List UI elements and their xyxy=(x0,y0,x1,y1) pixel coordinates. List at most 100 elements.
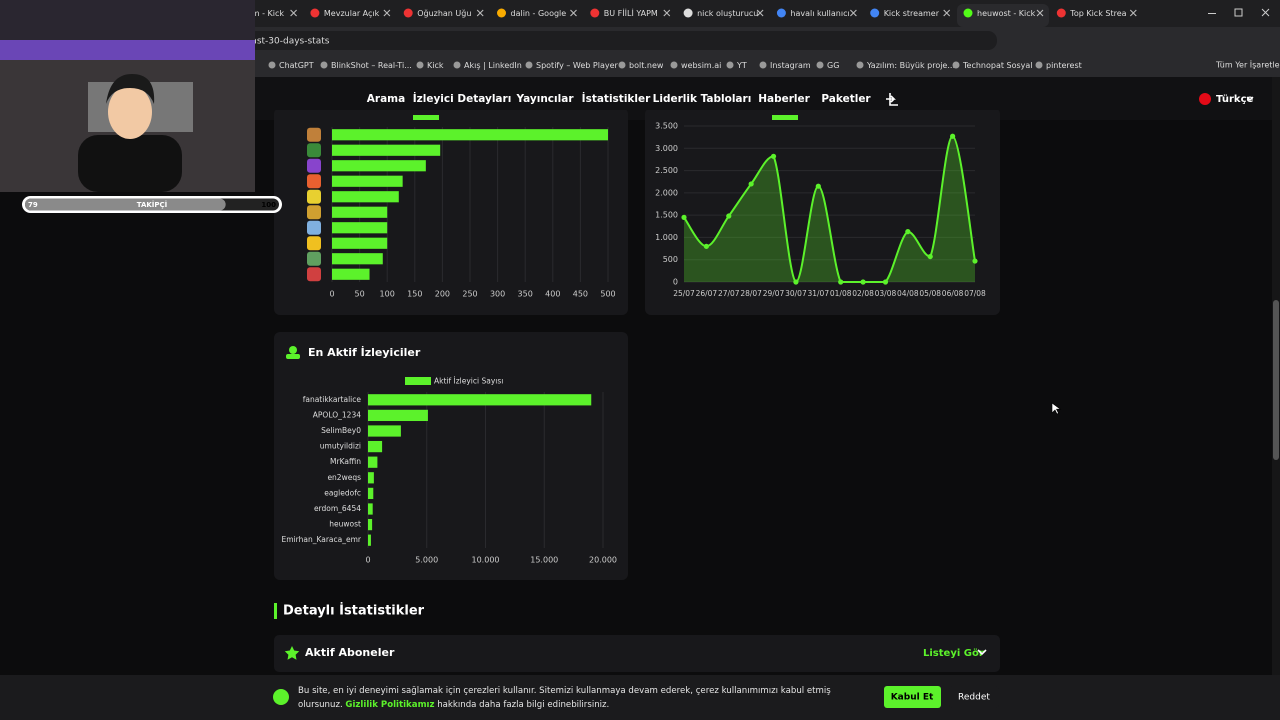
bar xyxy=(368,409,428,422)
emote-icon xyxy=(307,251,321,266)
accept-button[interactable] xyxy=(884,686,941,708)
tab-title[interactable]: heuwost - Kick xyxy=(977,9,1036,18)
y-tick-label: 3.500 xyxy=(655,122,678,131)
language[interactable]: Türkçe xyxy=(1216,94,1253,105)
tab-close xyxy=(943,9,951,17)
tab-title[interactable]: havalı kullanıcı xyxy=(790,9,849,18)
y-tick-label: 500 xyxy=(663,255,678,264)
x-tick-label: 25/07 xyxy=(673,289,695,298)
bookmark-icon xyxy=(453,61,461,69)
address-field[interactable] xyxy=(72,31,997,50)
nav-item[interactable]: Arama xyxy=(367,93,405,105)
cookie-icon xyxy=(273,689,289,705)
bookmark[interactable]: Spotify – Web Player xyxy=(536,61,618,70)
point xyxy=(726,213,732,219)
y-tick-label: MrKaffin xyxy=(330,457,361,466)
bookmark-icon xyxy=(726,61,734,69)
webcam-face xyxy=(108,85,152,139)
y-tick-label: eagledofc xyxy=(324,488,361,497)
bookmark[interactable]: Kick xyxy=(427,61,444,70)
bookmark-icon xyxy=(952,61,960,69)
nav-item[interactable]: İstatistikler xyxy=(582,91,651,105)
tab-title[interactable]: nick oluşturucu xyxy=(697,9,758,18)
tab-title[interactable]: Top Kick Strea xyxy=(1069,9,1126,18)
bar xyxy=(332,160,426,172)
tab-title[interactable]: dalin - Google xyxy=(511,9,567,18)
bar xyxy=(368,440,383,453)
active-tab[interactable] xyxy=(957,4,1049,27)
bookmark[interactable]: YT xyxy=(736,61,747,70)
x-tick-label: 27/07 xyxy=(718,289,740,298)
bookmark[interactable]: ChatGPT xyxy=(279,61,314,70)
bookmark-icon xyxy=(525,61,533,69)
point xyxy=(860,279,866,285)
x-tick-label: 400 xyxy=(545,290,560,299)
cursor xyxy=(1051,402,1062,415)
bookmark[interactable]: Yazılım: Büyük proje... xyxy=(866,61,955,70)
accept-label[interactable]: Kabul Et xyxy=(891,693,934,703)
bar xyxy=(368,425,401,437)
chart-title: En Aktif İzleyiciler xyxy=(308,345,421,359)
scroll-thumb[interactable] xyxy=(1273,300,1279,460)
x-tick-label: 150 xyxy=(407,290,422,299)
nav-item[interactable]: Yayıncılar xyxy=(515,93,574,105)
tab-title[interactable]: Kick streamer xyxy=(884,9,940,18)
follower-label: TAKİPÇİ xyxy=(137,200,168,209)
maximize[interactable] xyxy=(1234,8,1243,17)
webcam-glow xyxy=(0,40,255,60)
y-tick-label: APOLO_1234 xyxy=(313,410,361,419)
bookmark[interactable]: BlinkShot – Real-Ti... xyxy=(331,61,412,70)
x-tick-label: 10.000 xyxy=(472,556,500,565)
tab-title[interactable]: Oğuzhan Uğu xyxy=(417,9,471,18)
tab-icon xyxy=(963,8,973,18)
emote-icon xyxy=(307,205,321,220)
nav-item[interactable]: İzleyici Detayları xyxy=(413,91,512,105)
bookmark[interactable]: Instagram xyxy=(770,61,811,70)
bookmark[interactable]: Technopat Sosyal xyxy=(962,61,1033,70)
bookmark[interactable]: GG xyxy=(827,61,839,70)
webcam-body xyxy=(78,135,182,192)
section-accent xyxy=(274,603,277,619)
tab-close xyxy=(1129,9,1137,17)
point xyxy=(681,214,687,220)
y-tick-label: Emirhan_Karaca_emr xyxy=(282,535,362,544)
privacy-link[interactable]: Gizlilik Politikamız xyxy=(345,700,435,710)
tab-title[interactable]: Stream - Kick xyxy=(231,9,285,18)
x-tick-label: 01/08 xyxy=(830,289,852,298)
bookmark[interactable]: websim.ai xyxy=(681,61,721,70)
nav-bar xyxy=(255,77,1272,110)
bookmark[interactable]: bolt.new xyxy=(629,61,664,70)
bookmark-icon xyxy=(856,61,864,69)
bookmark[interactable]: Akış | LinkedIn xyxy=(464,61,522,70)
reject-label[interactable]: Reddet xyxy=(958,693,990,703)
login-icon[interactable] xyxy=(886,93,898,106)
cookie-text: Bu site, en iyi deneyimi sağlamak için ç… xyxy=(298,684,858,712)
follower-progress xyxy=(25,198,226,211)
close-window[interactable] xyxy=(1261,8,1270,17)
bar xyxy=(368,472,374,484)
emote-icon xyxy=(307,174,321,189)
nav-item[interactable]: Haberler xyxy=(758,93,810,105)
list-button[interactable]: Listeyi Gör xyxy=(923,648,984,659)
point xyxy=(748,181,754,187)
tab-title[interactable]: BU FİİLİ YAPM xyxy=(604,8,658,18)
x-tick-label: 28/07 xyxy=(740,289,762,298)
x-tick-label: 07/08 xyxy=(964,289,986,298)
reject-button[interactable] xyxy=(949,686,999,708)
cookie-message-end: hakkında daha fazla bilgi edinebilirsini… xyxy=(437,700,610,710)
y-tick-label: 2.000 xyxy=(655,188,678,197)
tab-close xyxy=(570,9,577,17)
bookmark[interactable]: pinterest xyxy=(1046,61,1082,70)
tab-icon xyxy=(683,8,693,18)
x-tick-label: 50 xyxy=(355,290,365,299)
minimize[interactable] xyxy=(1208,13,1216,14)
nav-item[interactable]: Liderlik Tabloları xyxy=(653,93,752,105)
nav-item[interactable]: Paketler xyxy=(821,93,871,105)
emote-icon xyxy=(307,220,321,235)
bar xyxy=(332,206,388,218)
card[interactable] xyxy=(274,635,1000,672)
tab-title[interactable]: Mevzular Açık xyxy=(324,9,380,18)
tab-close xyxy=(756,9,764,17)
cookie-bar xyxy=(0,675,1280,720)
tab-icon xyxy=(497,8,506,18)
